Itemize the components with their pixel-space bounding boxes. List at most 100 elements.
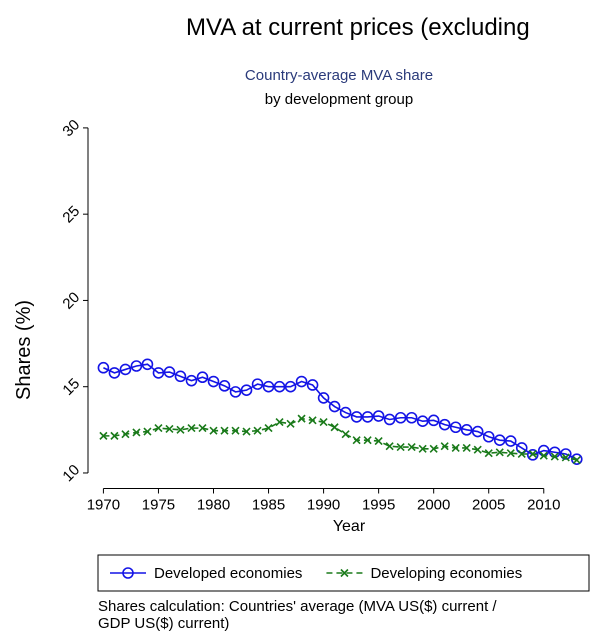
data-point (275, 418, 284, 427)
data-point (253, 426, 262, 435)
x-marker (407, 443, 416, 452)
x-marker (264, 424, 273, 433)
data-point (284, 380, 297, 393)
data-point (561, 453, 570, 462)
x-tick-label: 1985 (252, 497, 285, 514)
x-marker (484, 449, 493, 458)
data-point (231, 426, 240, 435)
data-point (372, 410, 385, 422)
data-point (559, 448, 572, 460)
data-point (449, 421, 462, 434)
data-point (374, 436, 383, 446)
data-point (240, 384, 253, 396)
data-point (418, 444, 427, 453)
data-point (394, 411, 407, 424)
data-point (328, 400, 341, 413)
x-tick-label: 2005 (472, 497, 505, 514)
x-axis-label: Year (333, 518, 366, 535)
x-marker (330, 423, 339, 432)
data-point (572, 455, 581, 465)
data-point (242, 427, 251, 436)
data-point (196, 371, 209, 384)
series-line (103, 363, 578, 460)
legend-label: Developed economies (154, 565, 302, 582)
data-point (174, 370, 187, 383)
x-marker (209, 426, 218, 435)
data-point (539, 451, 548, 460)
x-marker (561, 453, 570, 462)
x-tick-label: 1990 (307, 497, 340, 514)
legend-marker (122, 567, 134, 579)
x-marker (132, 428, 141, 437)
data-point (176, 425, 185, 434)
data-point (165, 424, 174, 434)
data-point (187, 424, 196, 433)
data-point (350, 411, 363, 423)
data-point (339, 406, 352, 419)
x-marker (462, 443, 471, 453)
x-marker (110, 431, 119, 440)
note: GDP US($) current) (98, 615, 229, 632)
data-point (264, 424, 273, 433)
data-point (352, 436, 361, 445)
x-marker (550, 452, 559, 461)
data-point (550, 452, 559, 461)
legend-marker (340, 568, 349, 578)
data-point (220, 426, 229, 435)
data-point (319, 418, 328, 427)
data-point (517, 449, 526, 459)
data-point (143, 427, 152, 436)
data-point (482, 430, 495, 443)
data-point (163, 366, 176, 378)
x-marker (319, 418, 328, 427)
data-point (306, 379, 319, 391)
data-point (526, 449, 539, 461)
x-marker (440, 442, 449, 451)
x-marker (286, 419, 295, 428)
series-line (103, 417, 577, 461)
data-point (185, 374, 198, 387)
data-point (438, 418, 451, 431)
data-point (110, 431, 119, 440)
x-marker (231, 426, 240, 435)
x-tick-label: 1975 (142, 497, 175, 514)
data-point (528, 449, 537, 459)
data-point (152, 367, 165, 379)
data-point (121, 430, 130, 439)
data-point (251, 378, 264, 390)
x-tick-label: 1970 (87, 497, 120, 514)
data-point (108, 367, 121, 379)
data-point (429, 444, 438, 453)
x-marker (418, 444, 427, 453)
data-point (317, 392, 330, 404)
x-marker (528, 449, 537, 459)
x-marker (396, 443, 405, 452)
data-point (132, 428, 141, 437)
data-point (361, 411, 374, 423)
data-point (119, 363, 132, 376)
data-point (495, 448, 504, 457)
data-point (99, 431, 108, 440)
x-marker (308, 416, 317, 425)
x-marker (340, 568, 349, 578)
data-point (262, 380, 275, 393)
x-marker (198, 424, 207, 433)
x-marker (165, 424, 174, 434)
note: Shares calculation: Countries' average (… (98, 598, 497, 615)
data-point (493, 434, 506, 446)
data-point (198, 424, 207, 433)
data-point (308, 416, 317, 425)
x-marker (253, 426, 262, 435)
x-tick-label: 1995 (362, 497, 395, 514)
chart-subtitle: Country-average MVA share (245, 67, 433, 84)
x-marker (187, 424, 196, 433)
data-point (130, 360, 143, 372)
x-marker (506, 449, 515, 458)
data-point (440, 442, 449, 451)
data-point (363, 436, 372, 445)
x-marker (99, 431, 108, 440)
data-point (154, 424, 163, 433)
data-point (295, 375, 308, 388)
